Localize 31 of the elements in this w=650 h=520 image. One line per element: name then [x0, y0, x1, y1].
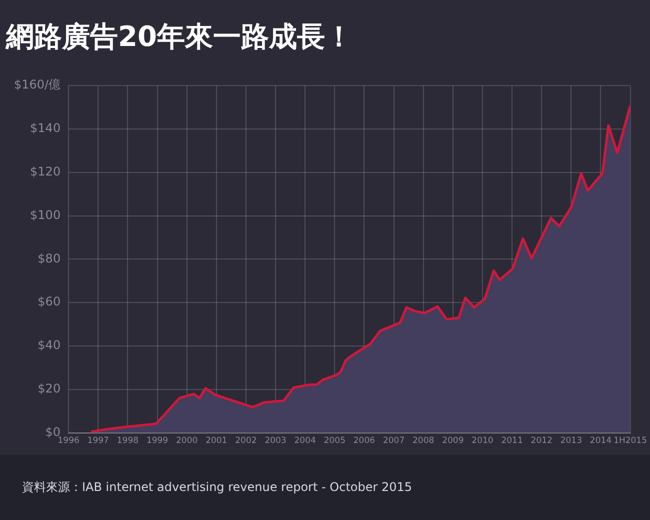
x-tick-label: 1997 [87, 436, 109, 446]
x-tick-label: 2001 [206, 436, 228, 446]
y-tick-label: $40 [38, 338, 61, 352]
x-tick-label: 2011 [501, 436, 523, 446]
x-tick-label: 1999 [146, 436, 168, 446]
x-tick-label: 2007 [382, 436, 405, 446]
y-tick-label: $100 [30, 208, 61, 222]
y-tick-label: $120 [30, 164, 61, 179]
x-tick-label: 2009 [442, 436, 464, 446]
source-note: 資料來源：IAB internet advertising revenue report - October 2015 [22, 479, 412, 496]
x-tick-label: 2004 [294, 436, 316, 446]
x-tick-label: 2014 [590, 436, 612, 446]
chart-title: 網路廣告20年來一路成長！ [5, 20, 353, 54]
x-tick-label: 1998 [116, 436, 139, 446]
y-tick-label: $140 [30, 121, 61, 136]
y-tick-label: $160/億 [14, 78, 61, 92]
x-tick-label: 1996 [58, 436, 80, 446]
x-tick-label: 2013 [560, 436, 582, 446]
x-tick-label: 2010 [472, 436, 494, 446]
x-tick-label: 2002 [235, 436, 257, 446]
x-tick-label: 2008 [412, 436, 434, 446]
y-tick-label: $80 [38, 251, 61, 266]
y-tick-label: $60 [38, 294, 61, 309]
y-tick-label: $0 [45, 424, 61, 439]
x-tick-label: 2012 [530, 436, 552, 446]
y-tick-label: $20 [38, 382, 61, 396]
x-tick-label: 2003 [264, 436, 286, 446]
x-tick-label: 2000 [176, 436, 198, 446]
x-tick-label: 2006 [353, 436, 376, 446]
x-tick-label: 2005 [324, 436, 346, 446]
x-tick-label: 1H2015 [614, 436, 648, 446]
